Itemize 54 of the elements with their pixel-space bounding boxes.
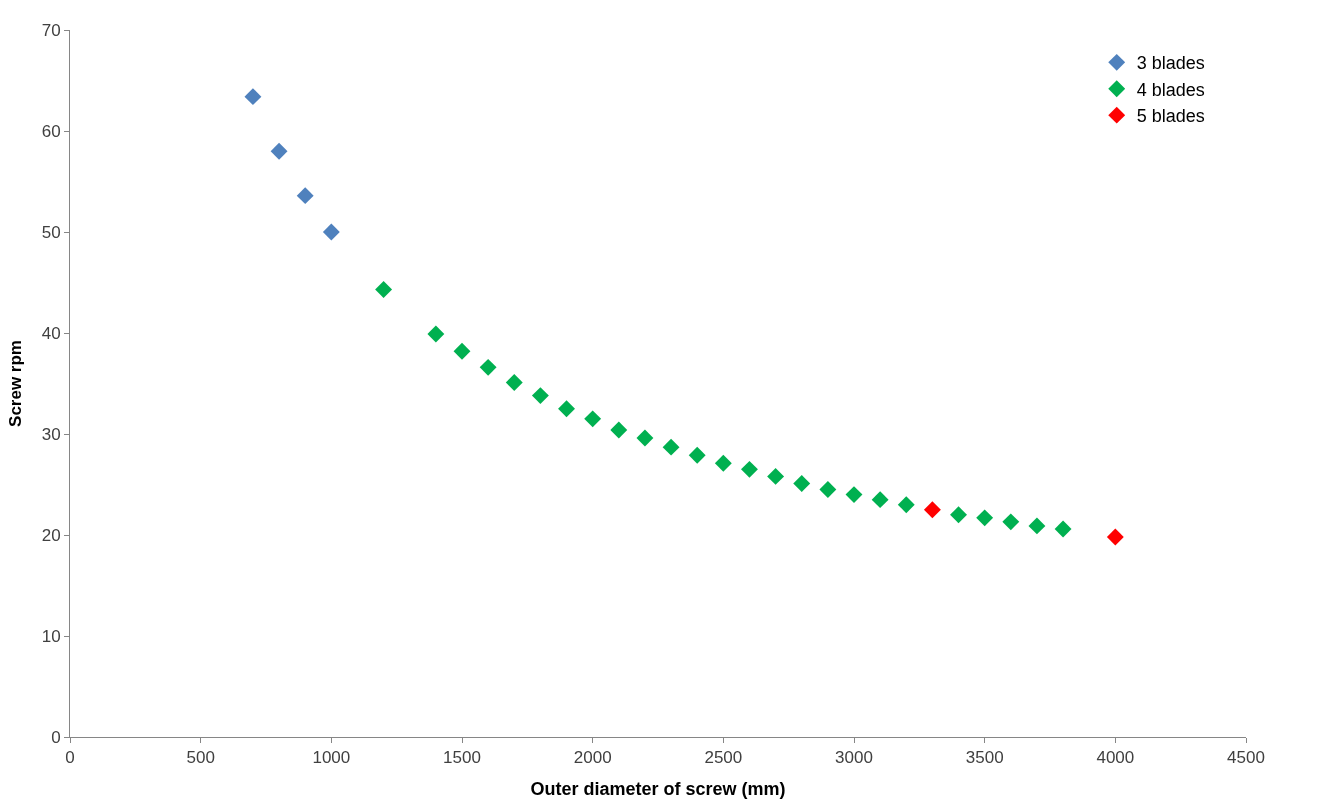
point — [976, 509, 994, 527]
y-tick-label: 60 — [41, 121, 61, 141]
legend-label: 4 blades — [1136, 79, 1205, 100]
y-tick-label: 0 — [51, 727, 61, 747]
point — [662, 438, 680, 456]
point — [322, 223, 340, 241]
y-axis-title: Screw rpm — [6, 340, 26, 427]
point — [741, 460, 758, 478]
x-tick-label: 500 — [186, 748, 215, 768]
point — [688, 446, 706, 464]
point — [1028, 517, 1046, 535]
point — [767, 467, 785, 485]
point — [950, 506, 967, 524]
point — [845, 486, 863, 504]
point — [636, 429, 654, 447]
point — [270, 142, 288, 160]
x-tick-label: 4500 — [1227, 748, 1265, 768]
y-tick-label: 40 — [41, 323, 61, 343]
y-tick-label: 70 — [41, 20, 61, 40]
x-tick-label: 1000 — [312, 748, 351, 768]
point — [479, 358, 497, 376]
y-tick-label: 10 — [41, 626, 61, 646]
x-tick-label: 4000 — [1096, 748, 1135, 768]
point — [1054, 520, 1072, 538]
point — [505, 374, 523, 391]
y-tick-label: 50 — [41, 222, 61, 242]
point — [584, 410, 602, 428]
x-tick-label: 2500 — [704, 748, 743, 768]
x-tick-label: 3000 — [835, 748, 873, 768]
point — [793, 475, 811, 492]
x-tick-label: 2000 — [573, 748, 612, 768]
legend-label: 5 blades — [1136, 106, 1205, 127]
point — [1002, 513, 1020, 531]
x-tick-label: 0 — [65, 748, 75, 768]
point — [897, 496, 915, 514]
point — [453, 342, 471, 360]
point — [819, 481, 837, 498]
point — [714, 454, 732, 472]
point — [1106, 528, 1124, 546]
x-axis-title: Outer diameter of screw (mm) — [530, 778, 786, 799]
x-tick-label: 3500 — [965, 748, 1004, 768]
point — [296, 187, 314, 205]
point — [610, 421, 628, 439]
y-tick-label: 20 — [41, 525, 61, 545]
point — [427, 325, 445, 343]
legend-label: 3 blades — [1136, 53, 1205, 74]
y-tick-label: 30 — [41, 424, 61, 444]
point — [531, 387, 549, 405]
point — [375, 281, 393, 299]
point — [923, 501, 941, 519]
point — [558, 400, 575, 418]
x-tick-label: 1500 — [443, 748, 481, 768]
point — [244, 88, 262, 106]
point — [871, 491, 889, 509]
